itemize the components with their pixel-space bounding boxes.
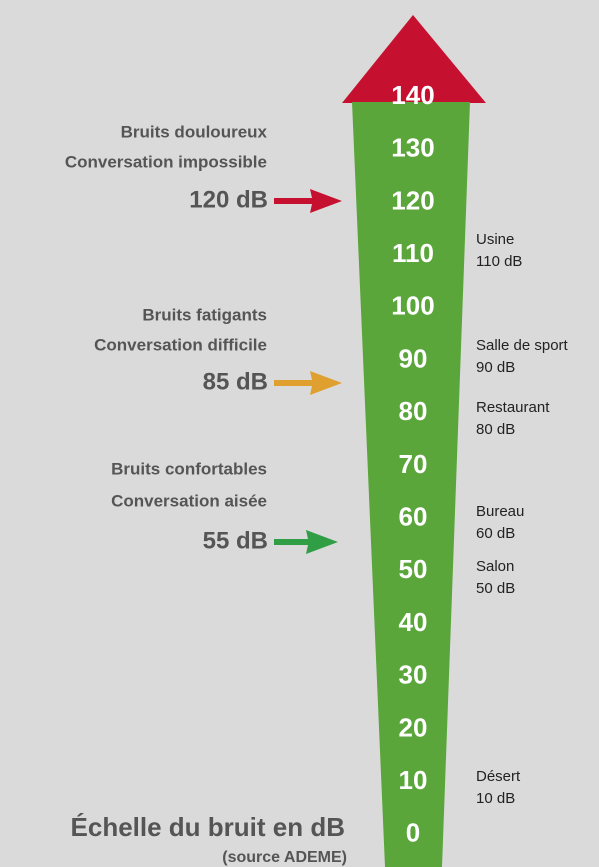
zone-text: Bruits douloureux — [121, 122, 268, 141]
zone-text: Conversation difficile — [94, 335, 267, 354]
example-name: Désert — [476, 768, 521, 785]
example-level: 60 dB — [476, 525, 515, 542]
scale-label: 130 — [391, 133, 434, 163]
zone-text: Conversation impossible — [65, 152, 267, 171]
scale-label: 100 — [391, 291, 434, 321]
zone-text: Conversation aisée — [111, 491, 267, 510]
zone-arrow — [274, 530, 338, 554]
arrow-shaft — [352, 102, 470, 867]
example-level: 110 dB — [476, 253, 522, 270]
zone-level: 85 dB — [203, 368, 268, 395]
scale-label: 110 — [392, 238, 434, 268]
scale-label: 30 — [399, 660, 428, 690]
scale-label: 10 — [399, 765, 428, 795]
scale-label: 70 — [399, 449, 428, 479]
scale-label: 80 — [399, 396, 428, 426]
scale-label: 140 — [391, 80, 434, 110]
example-name: Salon — [476, 558, 514, 575]
scale-label: 90 — [399, 343, 428, 373]
scale-label: 50 — [399, 554, 428, 584]
example-name: Bureau — [476, 503, 524, 520]
example-level: 80 dB — [476, 421, 515, 438]
zone-text: Bruits confortables — [111, 459, 267, 478]
zone-arrow — [274, 371, 342, 395]
example-name: Restaurant — [476, 399, 550, 416]
scale-label: 0 — [406, 818, 420, 848]
example-name: Usine — [476, 231, 514, 248]
zone-arrow — [274, 189, 342, 213]
example-level: 50 dB — [476, 580, 515, 597]
source: (source ADEME) — [222, 849, 347, 866]
scale-label: 20 — [399, 712, 428, 742]
example-name: Salle de sport — [476, 337, 569, 354]
zone-level: 55 dB — [203, 527, 268, 554]
example-level: 90 dB — [476, 359, 515, 376]
zone-level: 120 dB — [189, 186, 268, 213]
scale-label: 40 — [399, 607, 428, 637]
example-level: 10 dB — [476, 790, 515, 807]
scale-label: 60 — [399, 501, 428, 531]
scale-label: 120 — [391, 185, 434, 215]
arrow-head — [342, 15, 486, 103]
zone-text: Bruits fatigants — [142, 305, 267, 324]
title: Échelle du bruit en dB — [71, 812, 345, 842]
